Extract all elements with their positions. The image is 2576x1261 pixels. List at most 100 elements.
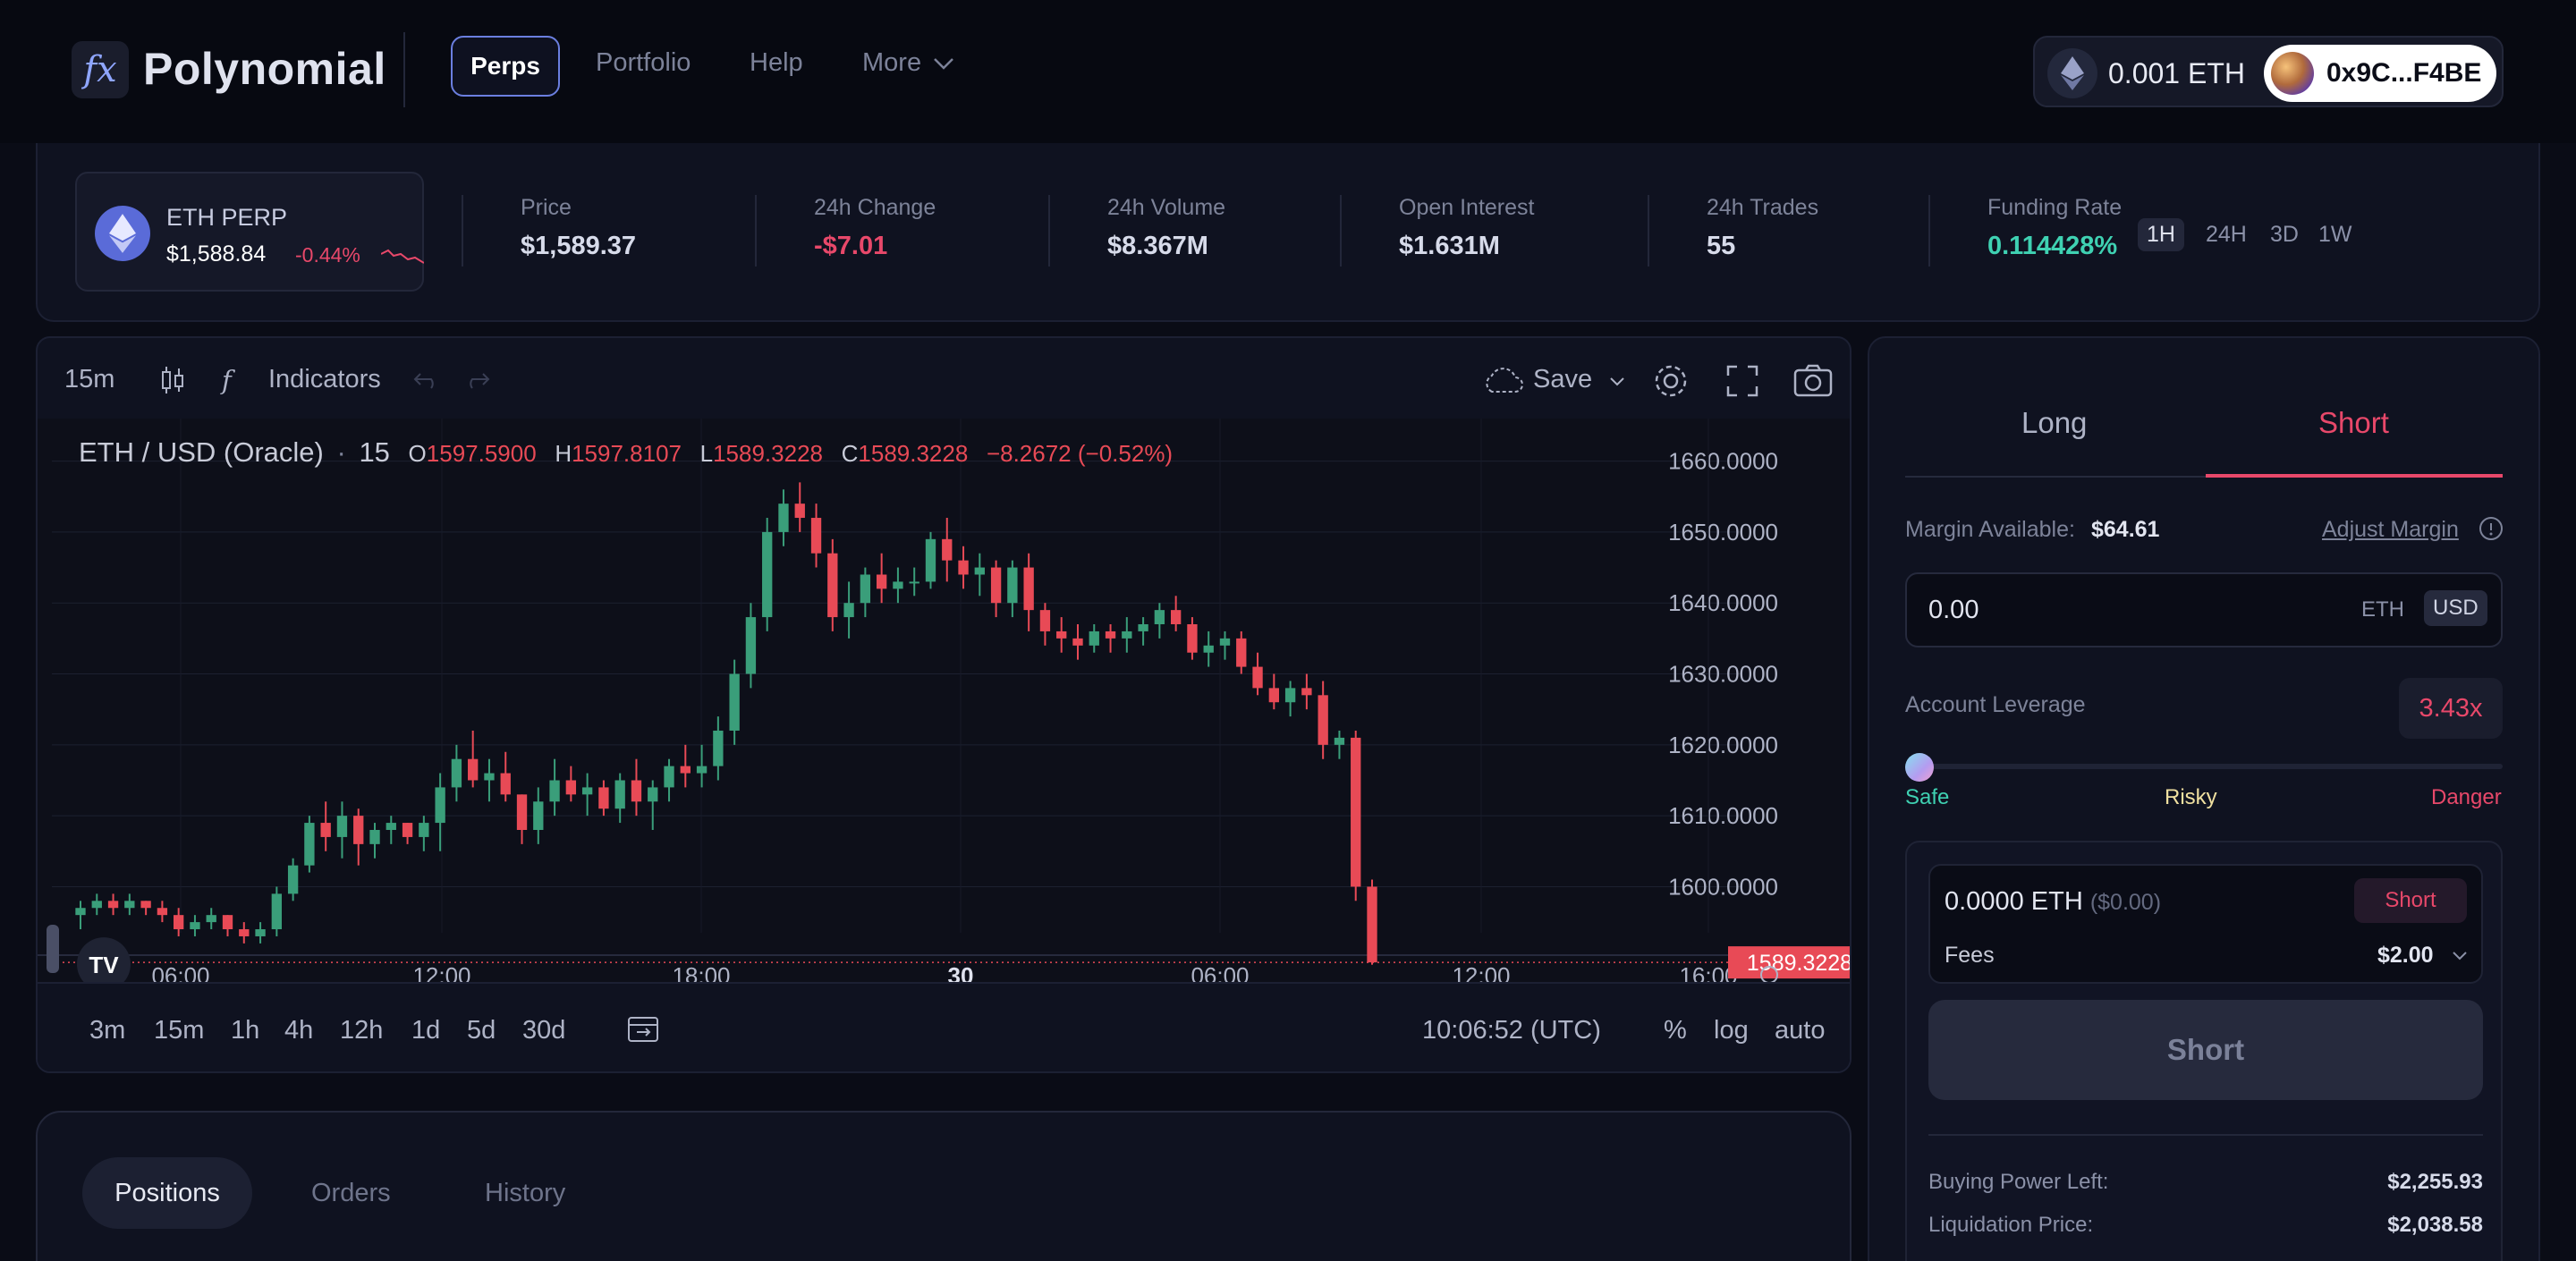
slider-label-safe: Safe [1905, 785, 1950, 809]
unit-toggle-eth[interactable]: ETH [2361, 597, 2404, 622]
leverage-label: Account Leverage [1905, 692, 2086, 717]
candle-body [1318, 695, 1328, 745]
range-4h[interactable]: 4h [284, 1016, 314, 1045]
stat-divider [1928, 195, 1930, 267]
adjust-margin-link[interactable]: Adjust Margin [2322, 517, 2459, 542]
stat-divider [1340, 195, 1342, 267]
candle-body [745, 617, 757, 674]
funding-tf-1w[interactable]: 1W [2318, 222, 2352, 247]
tab-history[interactable]: History [485, 1179, 566, 1207]
amount-input[interactable]: 0.00 ETH USD [1905, 572, 2503, 647]
stat-24h-trades: 24h Trades 55 [1707, 195, 1819, 260]
avatar [2271, 52, 2314, 95]
leverage-slider-handle[interactable] [1905, 753, 1934, 782]
tab-orders[interactable]: Orders [311, 1179, 391, 1207]
chart-clock: 10:06:52 (UTC) [1422, 1016, 1601, 1045]
position-size-box: 0.0000 ETH ($0.00) Short Fees $2.00 [1928, 864, 2483, 984]
candle-body [1268, 688, 1279, 703]
redo-icon[interactable] [463, 370, 490, 390]
indicators-button[interactable]: Indicators [268, 365, 381, 394]
cloud-icon[interactable] [1481, 365, 1524, 395]
range-30d[interactable]: 30d [522, 1016, 566, 1045]
info-icon[interactable] [2478, 515, 2504, 542]
candle-body [664, 766, 674, 788]
range-1d[interactable]: 1d [411, 1016, 441, 1045]
funding-tf-24h[interactable]: 24H [2206, 222, 2247, 247]
logo-icon[interactable]: fx [72, 41, 129, 98]
range-3m[interactable]: 3m [89, 1016, 126, 1045]
ethereum-icon [95, 206, 150, 261]
scale-auto[interactable]: auto [1775, 1016, 1826, 1045]
nav-tab-portfolio[interactable]: Portfolio [596, 48, 691, 77]
fees-value[interactable]: $2.00 [2377, 943, 2434, 968]
nav-tab-more[interactable]: More [862, 48, 922, 77]
chevron-down-icon[interactable] [932, 52, 955, 75]
candle-body [190, 922, 200, 930]
chart-plot-area[interactable]: 1660.0000 1650.0000 1640.0000 1630.0000 1620… [38, 419, 1852, 1071]
candle-body [369, 830, 380, 844]
price-tick-label: 1630.0000 [1668, 661, 1778, 688]
range-12h[interactable]: 12h [340, 1016, 384, 1045]
chevron-down-icon[interactable] [2451, 950, 2469, 962]
chart-legend: ETH / USD (Oracle) · 15 O1597.5900 H1597… [79, 436, 1174, 468]
gear-icon[interactable] [1651, 361, 1690, 401]
liquidation-price-row: Liquidation Price: $2,038.58 [1928, 1213, 2483, 1237]
camera-icon[interactable] [1792, 363, 1834, 399]
wallet-address: 0x9C...F4BE [2326, 58, 2482, 88]
candle-body [1236, 638, 1247, 667]
candle-body [549, 780, 560, 802]
price-tick-label: 1600.0000 [1668, 873, 1778, 900]
candle-body [419, 823, 429, 837]
candle-body [468, 758, 479, 781]
leverage-slider[interactable] [1905, 764, 2503, 769]
candlestick-chart[interactable]: 1660.0000 1650.0000 1640.0000 1630.0000 1620… [38, 419, 1852, 1071]
tab-positions[interactable]: Positions [82, 1157, 252, 1229]
indicators-icon[interactable]: f [222, 365, 232, 395]
nav-tab-perps[interactable]: Perps [451, 36, 560, 97]
scroll-handle [47, 925, 59, 973]
wallet-widget[interactable]: 0.001 ETH 0x9C...F4BE [2033, 36, 2504, 107]
unit-toggle-usd[interactable]: USD [2424, 590, 2487, 626]
submit-short-button[interactable]: Short [1928, 1000, 2483, 1100]
legend-change: −8.2672 (−0.52%) [986, 440, 1174, 467]
tab-short[interactable]: Short [2318, 406, 2389, 439]
range-5d[interactable]: 5d [467, 1016, 496, 1045]
candle-body [1007, 567, 1018, 604]
candle-body [1089, 630, 1099, 646]
scale-percent[interactable]: % [1664, 1016, 1687, 1045]
candle-body [631, 780, 642, 802]
range-15m[interactable]: 15m [154, 1016, 205, 1045]
candle-body [680, 766, 691, 774]
save-button[interactable]: Save [1533, 365, 1593, 394]
chevron-down-icon[interactable] [1608, 376, 1626, 388]
funding-tf-1h[interactable]: 1H [2138, 218, 2184, 251]
brand-name[interactable]: Polynomial [143, 44, 386, 94]
legend-symbol: ETH / USD (Oracle) [79, 436, 324, 468]
market-stats-bar: ETH PERP $1,588.84 -0.44% Price $1,589.37… [36, 143, 2540, 322]
candle-body [565, 780, 577, 795]
candle-body [581, 787, 593, 795]
scale-log[interactable]: log [1714, 1016, 1749, 1045]
undo-icon[interactable] [413, 370, 440, 390]
candle-body [614, 780, 625, 809]
wallet-address-button[interactable]: 0x9C...F4BE [2264, 45, 2496, 102]
legend-close: 1589.3228 [858, 440, 969, 467]
candle-body [1138, 624, 1148, 631]
tab-long[interactable]: Long [2021, 406, 2088, 439]
price-tick-label: 1640.0000 [1668, 589, 1778, 616]
candle-body [91, 901, 102, 909]
candle-type-icon[interactable] [157, 365, 188, 395]
stat-divider [462, 195, 463, 267]
interval-selector[interactable]: 15m [64, 365, 115, 394]
range-1h[interactable]: 1h [231, 1016, 260, 1045]
date-range-icon[interactable] [626, 1012, 660, 1045]
stat-24h-change: 24h Change -$7.01 [814, 195, 936, 260]
candle-body [1334, 737, 1345, 745]
funding-tf-3d[interactable]: 3D [2270, 222, 2299, 247]
fullscreen-icon[interactable] [1724, 363, 1760, 399]
candle-body [974, 567, 985, 575]
candle-body [778, 504, 789, 532]
market-selector[interactable]: ETH PERP $1,588.84 -0.44% [75, 172, 424, 292]
market-change: -0.44% [295, 243, 360, 267]
nav-tab-help[interactable]: Help [750, 48, 803, 77]
